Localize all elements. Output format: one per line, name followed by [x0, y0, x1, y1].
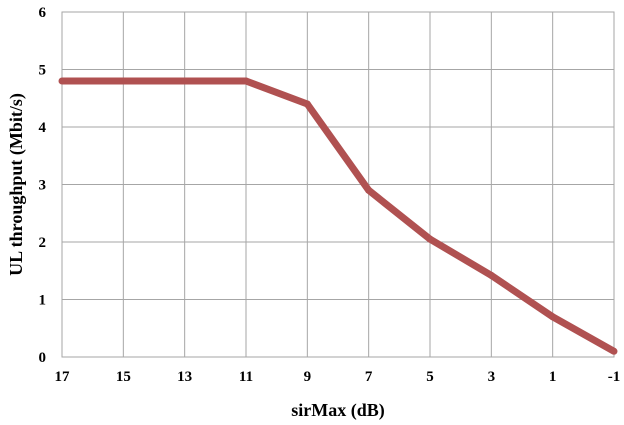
- series-layer: [58, 77, 618, 355]
- series-line: [62, 77, 616, 355]
- y-tick-label: 2: [39, 235, 47, 251]
- x-axis-title: sirMax (dB): [291, 400, 385, 421]
- y-tick-label: 6: [39, 5, 47, 21]
- data-point: [365, 186, 373, 194]
- x-tick-label: 13: [177, 369, 192, 385]
- y-tick-label: 3: [39, 178, 47, 194]
- y-tick-label: 1: [39, 293, 47, 309]
- x-tick-label: 15: [116, 369, 131, 385]
- plot-area-border: [61, 11, 615, 358]
- x-tick-label: 1: [549, 369, 557, 385]
- x-tick-label: 7: [365, 369, 373, 385]
- data-point: [58, 77, 66, 85]
- y-tick-label: 0: [39, 350, 47, 366]
- data-point: [487, 271, 495, 279]
- x-tick-label: 3: [488, 369, 496, 385]
- data-point: [303, 100, 311, 108]
- y-tick-label: 5: [39, 63, 47, 79]
- x-tick-label: 11: [239, 369, 253, 385]
- y-axis-tick-labels: 0 1 2 3 4 5 6: [39, 5, 47, 366]
- x-axis-tick-labels: 17 15 13 11 9 7 5 3 1 -1: [55, 369, 621, 385]
- x-tick-label: 5: [426, 369, 434, 385]
- data-point: [426, 235, 434, 243]
- x-tick-label: 17: [55, 369, 71, 385]
- data-point: [119, 77, 127, 85]
- data-point: [610, 347, 618, 355]
- x-tick-label: 9: [304, 369, 312, 385]
- y-tick-label: 4: [39, 120, 47, 136]
- x-tick-label: -1: [608, 369, 621, 385]
- y-axis-title: UL throughput (Mbit/s): [6, 93, 27, 276]
- data-point: [242, 77, 250, 85]
- data-point: [549, 313, 557, 321]
- data-point: [181, 77, 189, 85]
